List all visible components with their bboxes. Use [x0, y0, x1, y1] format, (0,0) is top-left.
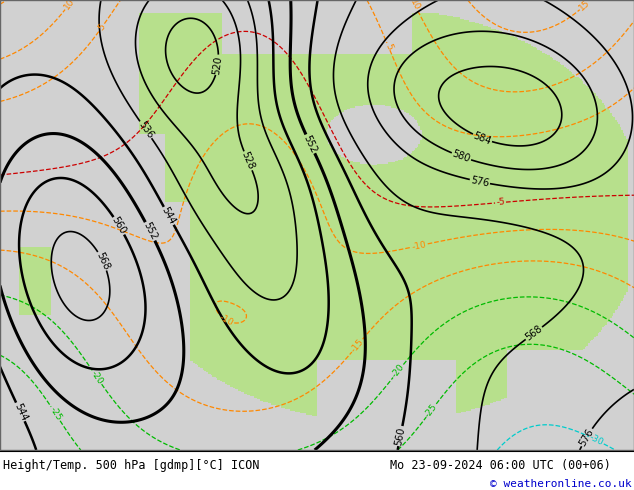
- Text: 584: 584: [472, 130, 493, 147]
- Text: -5: -5: [496, 197, 505, 207]
- Text: 5: 5: [97, 22, 108, 32]
- Text: 560: 560: [110, 215, 128, 236]
- Text: © weatheronline.co.uk: © weatheronline.co.uk: [490, 479, 632, 489]
- Text: -10: -10: [411, 240, 427, 251]
- Text: -10: -10: [217, 313, 235, 328]
- Text: -20: -20: [390, 363, 406, 380]
- Text: 552: 552: [141, 220, 159, 242]
- Text: 568: 568: [524, 324, 545, 343]
- Text: 520: 520: [212, 55, 224, 75]
- Text: Mo 23-09-2024 06:00 UTC (00+06): Mo 23-09-2024 06:00 UTC (00+06): [390, 459, 611, 472]
- Text: 544: 544: [160, 205, 178, 226]
- Text: 15: 15: [578, 0, 592, 12]
- Text: 10: 10: [408, 0, 422, 12]
- Text: -30: -30: [588, 433, 605, 447]
- Text: 528: 528: [240, 150, 256, 172]
- Text: 5: 5: [383, 42, 394, 51]
- Text: 576: 576: [470, 175, 490, 189]
- Text: 10: 10: [62, 0, 76, 12]
- Text: -20: -20: [89, 368, 105, 386]
- Text: 560: 560: [394, 426, 407, 446]
- Text: -25: -25: [48, 405, 63, 422]
- Text: -15: -15: [349, 337, 365, 354]
- Text: 536: 536: [136, 120, 155, 140]
- Text: 568: 568: [94, 250, 111, 271]
- Text: -25: -25: [424, 402, 439, 419]
- Text: 576: 576: [578, 427, 596, 448]
- Text: 552: 552: [302, 133, 319, 154]
- Text: 544: 544: [12, 401, 29, 422]
- Text: 580: 580: [451, 149, 472, 165]
- Text: Height/Temp. 500 hPa [gdmp][°C] ICON: Height/Temp. 500 hPa [gdmp][°C] ICON: [3, 459, 260, 472]
